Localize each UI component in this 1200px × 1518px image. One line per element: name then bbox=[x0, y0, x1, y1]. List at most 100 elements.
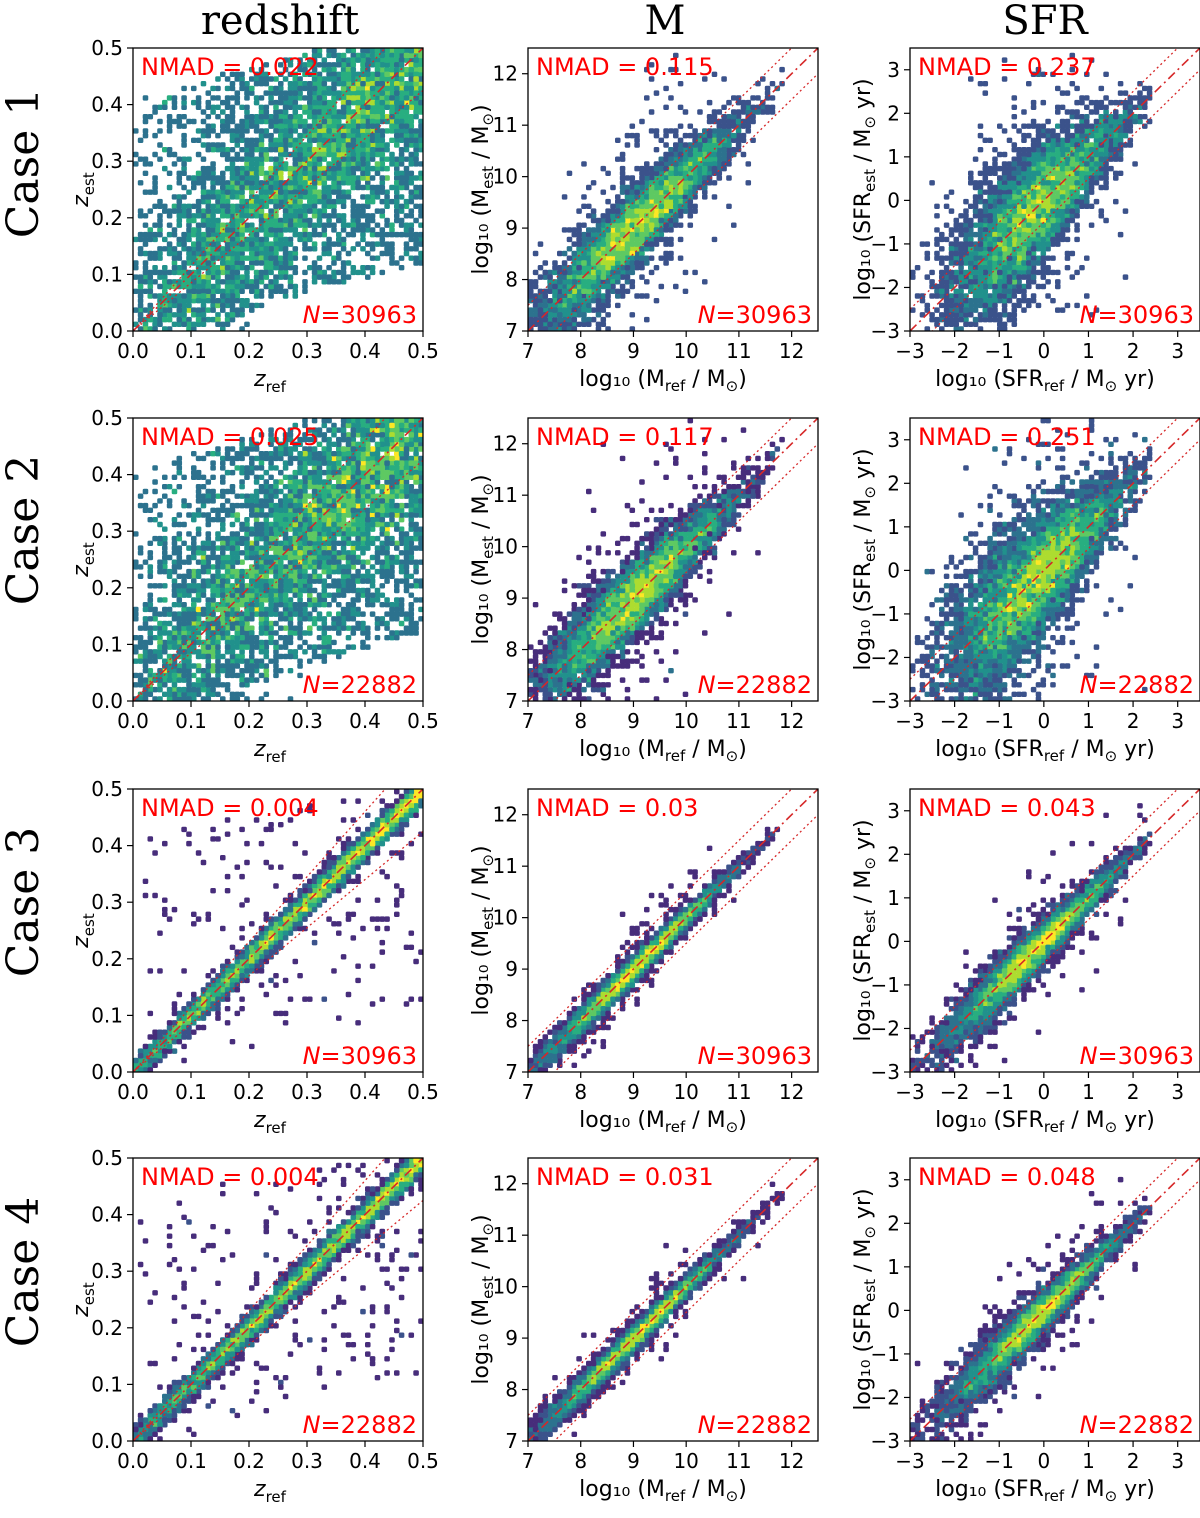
density-cell bbox=[345, 260, 352, 266]
density-cell bbox=[336, 521, 342, 528]
density-cell bbox=[244, 592, 250, 598]
density-cell bbox=[345, 550, 352, 556]
density-cell bbox=[263, 540, 270, 547]
density-cell bbox=[706, 137, 713, 144]
density-cell bbox=[152, 635, 158, 641]
density-cell bbox=[581, 288, 587, 295]
density-cell bbox=[181, 298, 187, 304]
density-cell bbox=[992, 312, 998, 318]
density-cell bbox=[1103, 95, 1109, 101]
density-cell bbox=[133, 128, 139, 134]
density-cell bbox=[278, 118, 284, 125]
density-cell bbox=[326, 526, 332, 532]
density-cell bbox=[244, 170, 250, 177]
density-cell bbox=[1035, 123, 1042, 129]
density-cell bbox=[224, 564, 231, 570]
density-cell bbox=[157, 312, 163, 318]
density-cell bbox=[220, 302, 226, 309]
density-cell bbox=[297, 231, 303, 238]
density-cell bbox=[369, 265, 376, 271]
density-cell bbox=[968, 283, 974, 290]
density-cell bbox=[1011, 231, 1018, 238]
density-cell bbox=[403, 109, 410, 115]
density-cell bbox=[595, 312, 602, 318]
density-cell bbox=[292, 422, 299, 429]
density-cell bbox=[369, 213, 376, 219]
density-cell bbox=[282, 587, 289, 594]
density-cell bbox=[152, 109, 158, 115]
density-cell bbox=[278, 156, 284, 162]
density-cell bbox=[418, 194, 423, 200]
density-cell bbox=[673, 175, 679, 181]
density-cell bbox=[408, 66, 415, 73]
density-cell bbox=[297, 90, 303, 96]
density-cell bbox=[648, 128, 655, 134]
density-cell bbox=[648, 203, 655, 210]
density-cell bbox=[263, 639, 270, 646]
density-cell bbox=[287, 118, 294, 125]
density-cell bbox=[157, 620, 163, 627]
density-cell bbox=[292, 255, 299, 261]
y-tick-label: 0.5 bbox=[91, 36, 123, 60]
density-cell bbox=[200, 217, 207, 224]
density-cell bbox=[997, 265, 1003, 271]
density-cell bbox=[258, 535, 265, 542]
density-cell bbox=[418, 236, 423, 243]
density-cell bbox=[171, 269, 178, 276]
density-cell bbox=[326, 279, 332, 285]
density-cell bbox=[200, 213, 207, 219]
density-cell bbox=[302, 147, 308, 153]
density-cell bbox=[307, 180, 313, 186]
density-cell bbox=[760, 76, 766, 82]
density-cell bbox=[1006, 203, 1013, 210]
density-cell bbox=[162, 293, 168, 299]
density-cell bbox=[963, 198, 969, 205]
density-cell bbox=[210, 147, 216, 153]
density-cell bbox=[220, 198, 226, 205]
density-cell bbox=[205, 658, 212, 664]
density-cell bbox=[234, 99, 241, 106]
density-cell bbox=[360, 156, 366, 162]
density-cell bbox=[263, 227, 270, 233]
density-cell bbox=[326, 602, 332, 608]
density-cell bbox=[200, 316, 207, 323]
density-cell bbox=[258, 184, 265, 191]
density-cell bbox=[258, 269, 265, 276]
density-cell bbox=[340, 132, 347, 139]
density-cell bbox=[987, 170, 993, 177]
density-cell bbox=[321, 559, 328, 565]
density-cell bbox=[1088, 109, 1095, 115]
density-cell bbox=[403, 123, 410, 129]
density-cell bbox=[702, 151, 708, 158]
density-cell bbox=[1035, 283, 1042, 290]
density-cell bbox=[1055, 283, 1061, 290]
density-cell bbox=[244, 208, 250, 214]
density-cell bbox=[948, 279, 955, 285]
density-cell bbox=[389, 635, 395, 641]
density-cell bbox=[1040, 241, 1047, 247]
density-cell bbox=[229, 293, 236, 299]
density-cell bbox=[336, 62, 342, 68]
density-cell bbox=[581, 231, 587, 238]
density-cell bbox=[166, 208, 173, 214]
density-cell bbox=[263, 663, 270, 669]
density-cell bbox=[355, 180, 361, 186]
density-cell bbox=[552, 312, 558, 318]
density-cell bbox=[311, 189, 318, 195]
density-cell bbox=[1069, 123, 1076, 129]
density-cell bbox=[282, 137, 289, 144]
density-cell bbox=[687, 123, 694, 129]
density-cell bbox=[287, 123, 294, 129]
density-cell bbox=[195, 635, 202, 641]
density-cell bbox=[142, 260, 149, 266]
density-cell bbox=[210, 283, 216, 290]
density-cell bbox=[1030, 156, 1037, 162]
density-cell bbox=[394, 451, 400, 457]
density-cell bbox=[658, 213, 665, 219]
density-cell bbox=[297, 118, 303, 125]
density-cell bbox=[365, 217, 371, 224]
density-cell bbox=[1001, 217, 1008, 224]
density-cell bbox=[1021, 175, 1027, 181]
density-cell bbox=[394, 512, 400, 518]
density-cell bbox=[610, 250, 616, 257]
